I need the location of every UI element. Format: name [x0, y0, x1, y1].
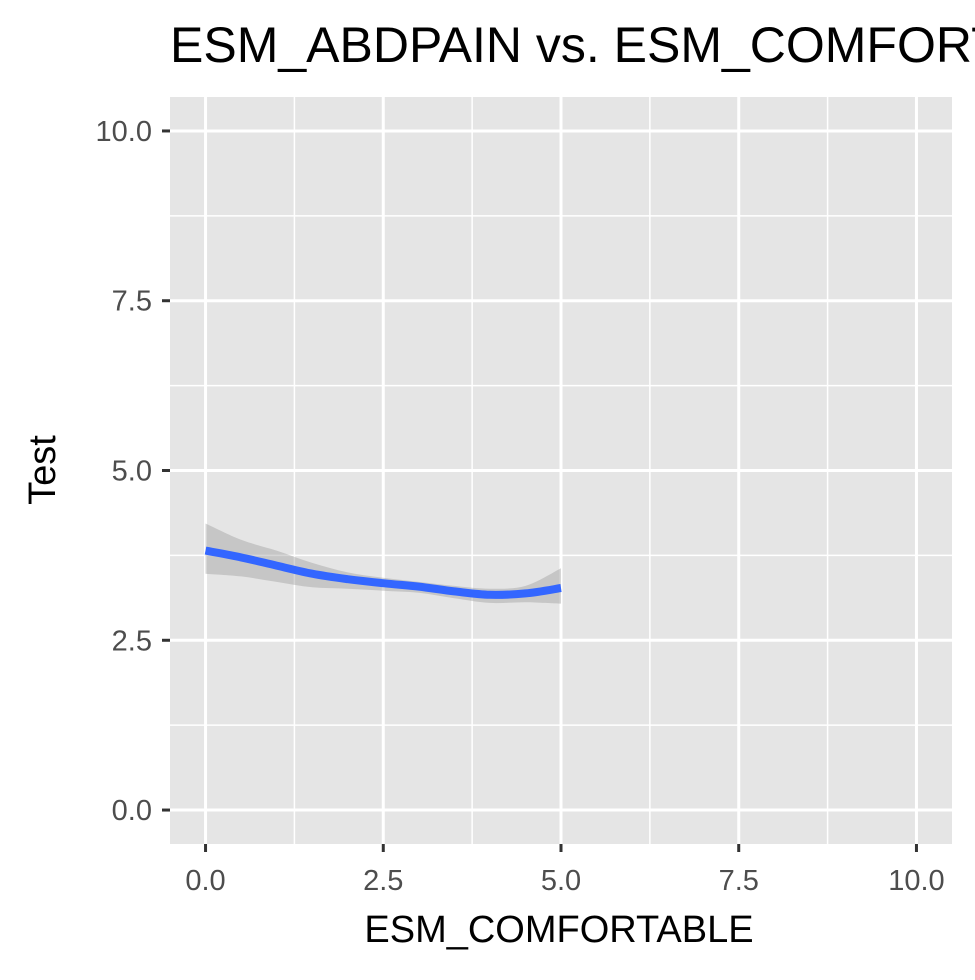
x-tick-label: 2.5	[363, 865, 403, 897]
y-tick-label: 10.0	[96, 116, 152, 148]
smooth-trend-line	[204, 546, 562, 599]
y-tick-label: 5.0	[112, 456, 152, 488]
gridlines	[170, 97, 952, 844]
x-tick-label: 10.0	[888, 865, 944, 897]
x-tick-label: 7.5	[719, 865, 759, 897]
x-axis-title: ESM_COMFORTABLE	[364, 909, 753, 951]
confidence-ribbon	[205, 523, 561, 604]
confidence-ribbon-layer	[205, 523, 561, 604]
y-tick-label: 2.5	[112, 625, 152, 657]
trend-line-layer	[204, 546, 562, 599]
y-axis-title: Test	[22, 435, 64, 505]
y-axis: 0.0 2.5 5.0 7.5 10.0	[96, 116, 170, 827]
x-tick-label: 5.0	[541, 865, 581, 897]
y-tick-label: 0.0	[112, 795, 152, 827]
x-tick-label: 0.0	[185, 865, 225, 897]
chart-title: ESM_ABDPAIN vs. ESM_COMFORTABLE	[170, 17, 975, 73]
y-tick-label: 7.5	[112, 286, 152, 318]
x-axis: 0.0 2.5 5.0 7.5 10.0	[185, 844, 945, 897]
